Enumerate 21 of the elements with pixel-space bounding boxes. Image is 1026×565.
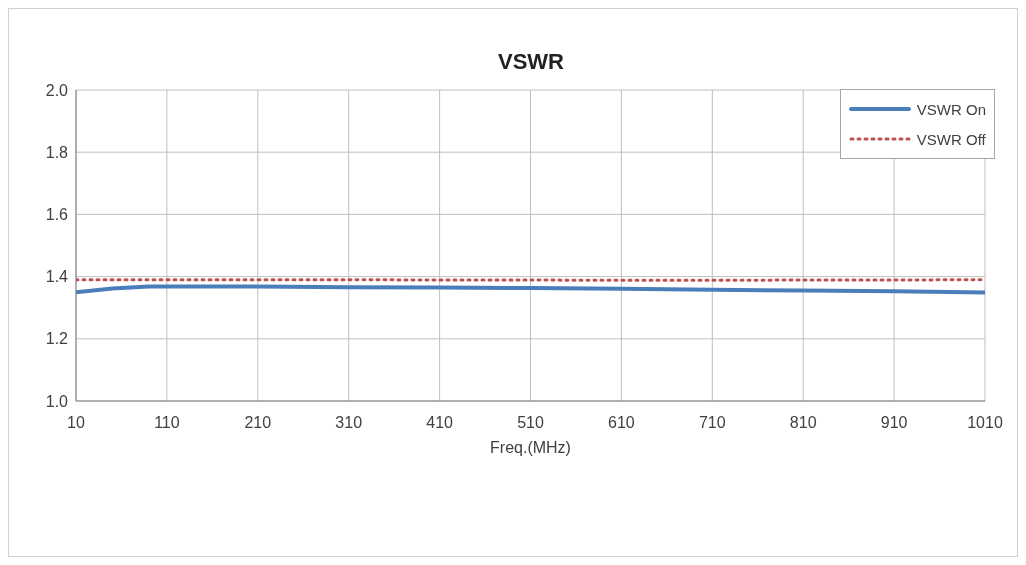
x-tick-label: 410 (426, 414, 454, 432)
x-tick-label: 910 (880, 414, 908, 432)
y-tick-label: 2.0 (45, 81, 69, 99)
y-tick-label: 1.4 (45, 268, 69, 286)
x-tick-label: 110 (154, 414, 180, 432)
x-tick-label: 1010 (967, 414, 1003, 432)
x-tick-label: 510 (517, 414, 544, 432)
legend-label: VSWR On (916, 100, 986, 118)
y-tick-label: 1.2 (45, 330, 69, 348)
x-axis-title: Freq.(MHz) (490, 439, 571, 456)
x-tick-label: 710 (698, 414, 726, 432)
chart-title: VSWR (497, 49, 565, 75)
x-tick-label: 210 (244, 414, 272, 432)
x-tick-label: 610 (608, 414, 635, 432)
y-tick-label: 1.8 (45, 143, 69, 161)
x-tick-label: 10 (67, 414, 85, 432)
x-tick-label: 310 (335, 414, 363, 432)
y-tick-label: 1.0 (45, 392, 69, 410)
legend-label: VSWR Off (916, 130, 986, 148)
y-tick-label: 1.6 (45, 206, 69, 224)
x-tick-label: 810 (789, 414, 817, 432)
